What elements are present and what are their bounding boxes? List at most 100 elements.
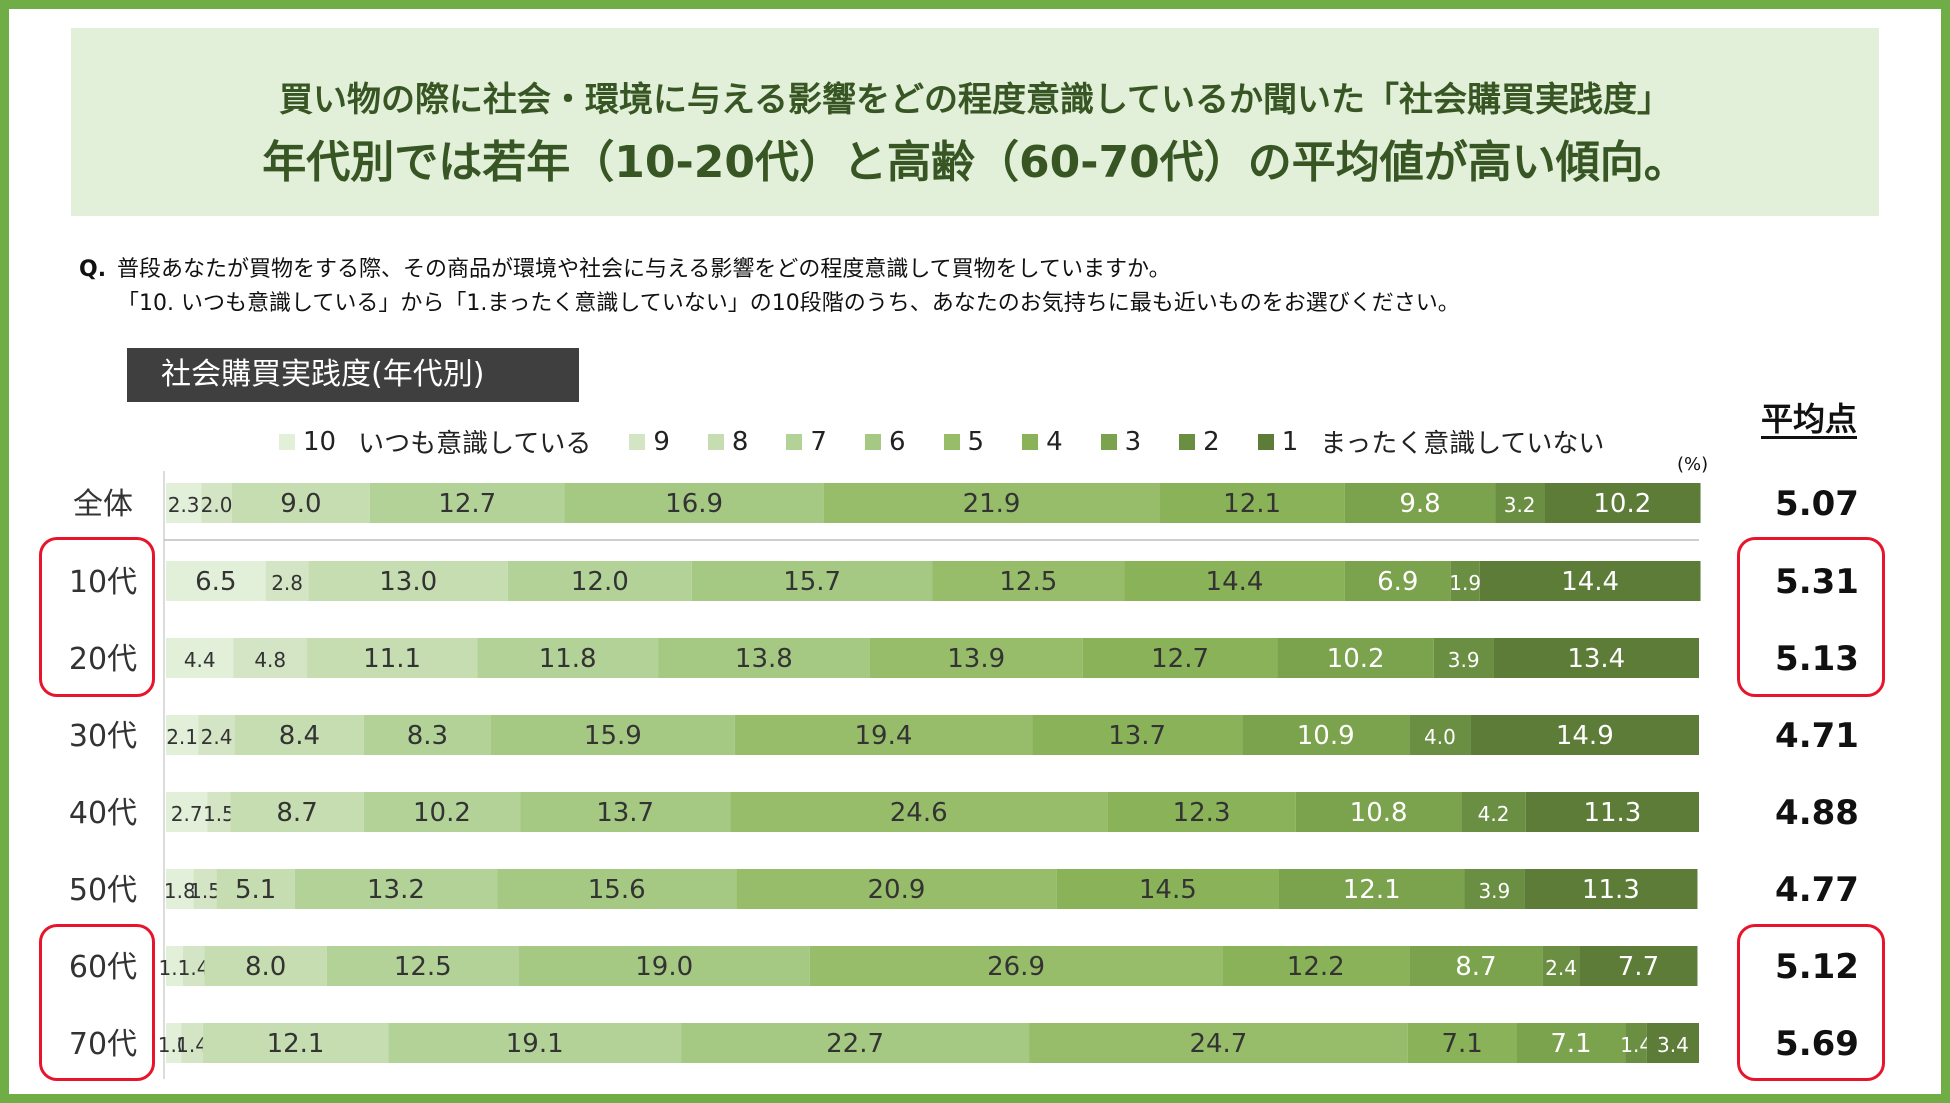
bar-segment-1-9: [265, 561, 309, 601]
data-label-3-9: 2.4: [201, 725, 233, 749]
category-label-7: 70代: [69, 1027, 137, 1062]
legend-item-6: 6: [864, 426, 906, 457]
legend-item-9: 9: [629, 427, 670, 457]
data-label-6-8: 8.0: [245, 952, 286, 982]
data-label-6-9: 1.4: [178, 956, 210, 980]
bar-segment-6-9: [182, 946, 205, 986]
legend-label-4: 4: [1046, 426, 1063, 457]
bar-segment-1-1: [1479, 561, 1701, 601]
data-label-7-6: 22.7: [826, 1029, 884, 1059]
headline-line-1: 買い物の際に社会・環境に与える影響をどの程度意識しているか聞いた「社会購買実践度…: [279, 80, 1671, 120]
data-label-4-7: 10.2: [413, 798, 471, 828]
data-label-6-6: 19.0: [635, 952, 693, 982]
data-label-6-3: 8.7: [1455, 952, 1496, 982]
data-label-7-9: 1.4: [176, 1033, 208, 1057]
legend-label-8: 8: [731, 426, 749, 457]
data-label-1-2: 1.9: [1449, 571, 1481, 595]
data-label-3-8: 8.4: [279, 721, 320, 751]
legend-swatch-10: [279, 433, 295, 450]
question-text-line-2: 「10. いつも意識している」から「1.まったく意識していない」の10段階のうち…: [117, 291, 1460, 316]
data-label-1-1: 14.4: [1561, 567, 1619, 597]
data-label-1-5: 12.5: [999, 567, 1057, 597]
data-label-0-10: 2.3: [168, 493, 200, 517]
data-label-1-4: 14.4: [1206, 567, 1264, 597]
data-label-1-10: 6.5: [195, 567, 236, 597]
bar-segment-0-10: [166, 483, 202, 523]
average-value-1: 5.31: [1775, 562, 1859, 602]
data-label-1-7: 12.0: [571, 567, 629, 597]
data-label-2-10: 4.4: [184, 648, 216, 672]
chart-legend: 10 いつも意識している 9 8 7 6 5 4 3 2 1 まったく意識していない: [279, 423, 1642, 460]
highlight-box-old-labels: [39, 924, 155, 1081]
data-label-7-7: 19.1: [506, 1029, 564, 1059]
bar-segment-6-10: [166, 946, 183, 986]
bar-segment-7-5: [1029, 1023, 1408, 1063]
bar-segment-4-6: [520, 792, 731, 832]
data-label-5-2: 3.9: [1478, 879, 1510, 903]
bar-segment-3-9: [198, 715, 235, 755]
data-label-4-10: 2.7: [171, 802, 203, 826]
bar-segment-2-2: [1433, 638, 1494, 678]
data-label-5-8: 5.1: [235, 875, 276, 905]
data-label-3-7: 8.3: [407, 721, 448, 751]
legend-swatch-4: [1022, 433, 1039, 450]
legend-item-5: 5: [943, 427, 984, 457]
category-label-2: 20代: [69, 642, 137, 677]
bar-segment-7-8: [202, 1023, 389, 1063]
category-label-3: 30代: [69, 719, 137, 754]
data-label-0-2: 3.2: [1504, 493, 1536, 517]
legend-label-1: 1: [1281, 426, 1299, 457]
data-label-3-6: 15.9: [584, 721, 642, 751]
data-label-0-6: 16.9: [665, 489, 723, 519]
data-label-0-3: 9.8: [1399, 489, 1440, 519]
average-value-4: 4.88: [1775, 793, 1859, 833]
bar-segment-2-5: [869, 638, 1083, 678]
data-label-5-10: 1.8: [164, 879, 196, 903]
data-label-4-8: 8.7: [276, 798, 317, 828]
bar-segment-7-9: [181, 1023, 203, 1063]
legend-label-6: 6: [888, 426, 906, 457]
bar-segment-0-1: [1544, 483, 1701, 523]
bar-segment-7-2: [1625, 1023, 1647, 1063]
bar-segment-5-7: [294, 869, 498, 909]
bar-segment-1-7: [507, 561, 692, 601]
bar-segment-0-3: [1344, 483, 1496, 523]
bar-segment-6-3: [1409, 946, 1543, 986]
legend-swatch-3: [1100, 433, 1117, 450]
bar-segment-7-4: [1407, 1023, 1517, 1063]
bar-segment-6-2: [1542, 946, 1580, 986]
question-label: Q.: [79, 257, 107, 282]
data-label-4-3: 10.8: [1350, 798, 1408, 828]
data-label-0-9: 2.0: [201, 493, 233, 517]
data-label-0-1: 10.2: [1593, 489, 1651, 519]
bar-segment-6-5: [809, 946, 1223, 986]
bar-segment-0-7: [369, 483, 565, 523]
category-label-4: 40代: [69, 796, 137, 831]
bar-segment-5-5: [736, 869, 1057, 909]
bar-segment-4-10: [166, 792, 208, 832]
bar-segment-0-8: [231, 483, 370, 523]
highlight-box-young-labels: [39, 537, 155, 697]
legend-label-2: 2: [1203, 426, 1220, 457]
stacked-bar-chart: 全体 2.3 2.0 9.0 12.7 16.9 21.9 12.1 9.8 3.2 10.2 5.0…: [69, 471, 1859, 1079]
data-label-7-2: 1.4: [1620, 1033, 1652, 1057]
legend-label-9: 9: [653, 426, 670, 457]
bar-segment-1-8: [308, 561, 508, 601]
data-label-5-4: 14.5: [1139, 875, 1197, 905]
data-label-0-8: 9.0: [280, 489, 321, 519]
bar-segment-1-3: [1344, 561, 1451, 601]
bar-segment-2-9: [233, 638, 308, 678]
data-label-3-10: 2.1: [166, 725, 198, 749]
bar-segment-4-8: [230, 792, 364, 832]
data-label-1-8: 13.0: [379, 567, 437, 597]
data-label-3-2: 4.0: [1424, 725, 1456, 749]
bar-segment-4-5: [730, 792, 1108, 832]
data-label-7-3: 7.1: [1550, 1029, 1591, 1059]
title-banner: 買い物の際に社会・環境に与える影響をどの程度意識しているか聞いた「社会購買実践度…: [71, 28, 1879, 216]
data-label-0-5: 21.9: [963, 489, 1021, 519]
data-label-6-2: 2.4: [1545, 956, 1577, 980]
bar-segment-4-9: [207, 792, 231, 832]
category-label-5: 50代: [69, 873, 137, 908]
bar-segment-3-10: [166, 715, 199, 755]
bar-segment-0-4: [1159, 483, 1345, 523]
